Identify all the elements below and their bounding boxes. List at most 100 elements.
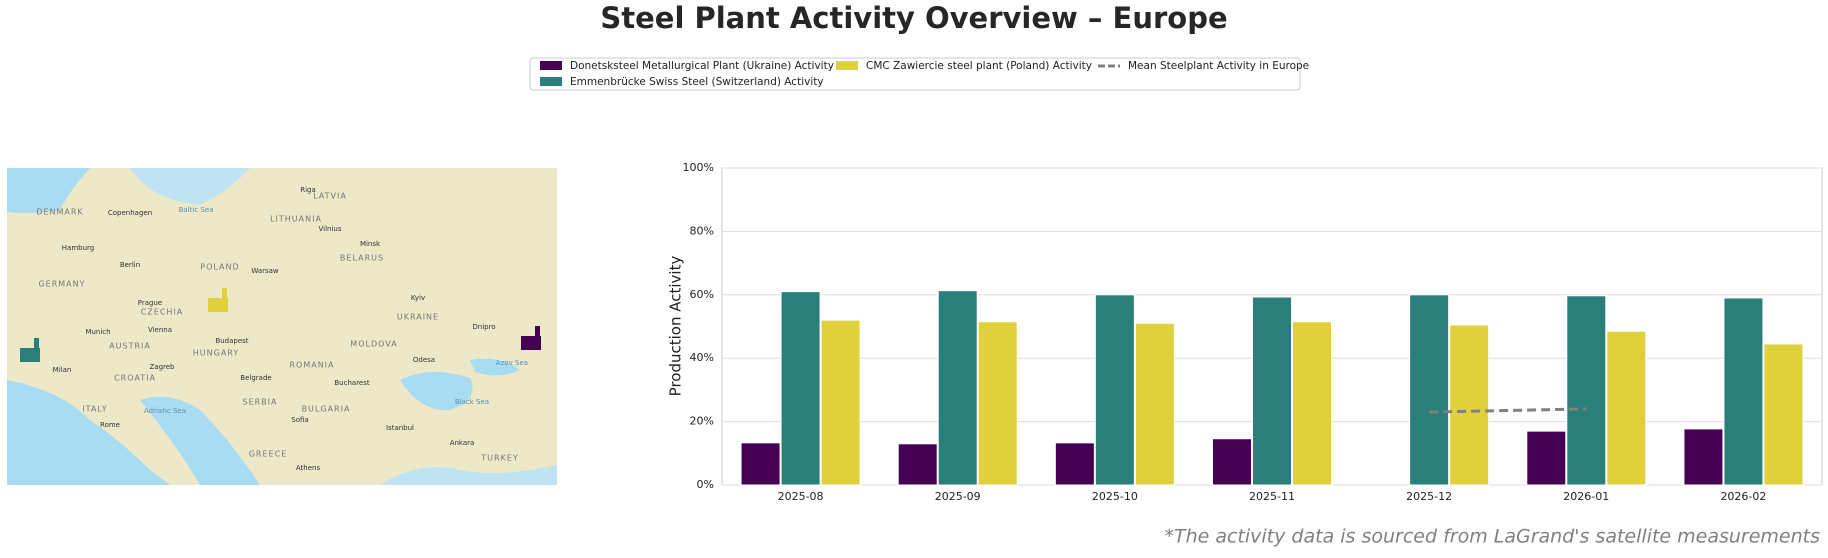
map-label: Belgrade	[240, 374, 271, 382]
map-label: LITHUANIA	[270, 215, 322, 224]
mean-line	[1429, 407, 1587, 414]
map-label: Milan	[53, 366, 72, 374]
map-label: Adriatic Sea	[144, 407, 186, 415]
bar	[820, 319, 861, 486]
map-label: Azov Sea	[496, 359, 528, 367]
map-label: BULGARIA	[302, 405, 351, 414]
bar	[1763, 343, 1804, 486]
map-label: Zagreb	[149, 363, 175, 371]
map-label: GERMANY	[38, 280, 85, 289]
map-label: UKRAINE	[397, 313, 439, 322]
map-label: Minsk	[360, 240, 381, 248]
map-label: Baltic Sea	[179, 206, 214, 214]
map-label: Dnipro	[472, 323, 495, 331]
map-label: Budapest	[215, 337, 248, 345]
map-label: Munich	[85, 328, 110, 336]
y-tick-label: 40%	[690, 351, 714, 364]
x-tick-label: 2026-01	[1563, 490, 1609, 503]
map-label: BELARUS	[340, 254, 384, 263]
map-label: Vienna	[148, 326, 172, 334]
plant-icon-body	[521, 336, 541, 350]
map-label: HUNGARY	[193, 349, 239, 358]
map-label: Warsaw	[251, 267, 279, 275]
plant-icon-body	[208, 298, 228, 312]
plant-icon-body	[20, 348, 40, 362]
plant-icon	[20, 338, 40, 362]
x-tick-label: 2025-10	[1092, 490, 1138, 503]
legend-swatch	[836, 61, 858, 70]
bar	[780, 291, 821, 486]
map-label: Athens	[296, 464, 321, 472]
map-label: Rome	[100, 421, 120, 429]
y-tick-label: 20%	[690, 415, 714, 428]
legend-label: Donetsksteel Metallurgical Plant (Ukrain…	[570, 60, 834, 72]
map	[7, 168, 557, 485]
map-label: CROATIA	[114, 374, 156, 383]
map-sea	[7, 168, 250, 205]
bar	[1409, 294, 1450, 486]
map-label: TURKEY	[480, 454, 519, 463]
bar	[1683, 428, 1724, 486]
legend-label: CMC Zawiercie steel plant (Poland) Activ…	[866, 60, 1092, 72]
map-label: Berlin	[120, 261, 140, 269]
bar	[977, 321, 1018, 486]
plant-icon-chimney	[34, 338, 39, 348]
map-label: Bucharest	[334, 379, 369, 387]
map-sea	[140, 396, 260, 485]
bar	[937, 290, 978, 486]
legend-label: Emmenbrücke Swiss Steel (Switzerland) Ac…	[570, 76, 824, 88]
map-label: ROMANIA	[289, 361, 334, 370]
map-label: Vilnius	[319, 225, 342, 233]
map-sea	[400, 371, 473, 411]
bar	[897, 443, 938, 486]
map-label: Black Sea	[455, 398, 489, 406]
y-tick-label: 100%	[683, 161, 714, 174]
map-label: Prague	[138, 299, 162, 307]
bar	[1723, 297, 1764, 486]
bar	[1292, 321, 1332, 486]
plant-icon	[521, 326, 541, 350]
map-label: MOLDOVA	[350, 340, 397, 349]
legend-box	[529, 57, 1301, 91]
x-tick-label: 2026-02	[1720, 490, 1766, 503]
bar	[1449, 324, 1490, 486]
map-sea	[7, 380, 170, 485]
map-sea	[380, 465, 557, 485]
map-label: DENMARK	[36, 208, 83, 217]
legend-swatch	[540, 77, 562, 86]
y-tick-label: 80%	[690, 224, 714, 237]
x-tick-label: 2025-09	[935, 490, 981, 503]
bar	[740, 442, 781, 486]
x-tick-label: 2025-08	[778, 490, 824, 503]
y-tick-label: 0%	[697, 478, 714, 491]
map-label: LATVIA	[313, 192, 347, 201]
bar	[1134, 322, 1175, 486]
map-label: AUSTRIA	[109, 342, 151, 351]
map-label: SERBIA	[242, 398, 277, 407]
map-label: POLAND	[200, 263, 239, 272]
bar	[1526, 430, 1567, 486]
map-label: Istanbul	[386, 424, 414, 432]
chart-title: Steel Plant Activity Overview – Europe	[600, 1, 1227, 35]
map-sea	[7, 168, 90, 214]
y-axis-label: Production Activity	[667, 256, 685, 397]
map-label: Kyiv	[411, 294, 425, 302]
map-label: Hamburg	[62, 244, 94, 252]
map-sea	[470, 358, 520, 376]
plant-icon-chimney	[222, 288, 227, 298]
map-label: Odesa	[413, 356, 435, 364]
map-label: GREECE	[249, 450, 288, 459]
legend-label: Mean Steelplant Activity in Europe	[1128, 60, 1309, 72]
bar	[1252, 296, 1292, 486]
bar	[1212, 438, 1252, 486]
legend-swatch	[540, 61, 562, 70]
plant-icon-chimney	[535, 326, 540, 336]
x-tick-label: 2025-12	[1406, 490, 1452, 503]
bar	[1606, 330, 1647, 486]
map-label: Copenhagen	[108, 209, 152, 217]
map-label: CZECHIA	[141, 308, 184, 317]
plant-icon	[208, 288, 228, 312]
map-label: Riga	[300, 186, 316, 194]
map-label: Sofia	[291, 416, 308, 424]
